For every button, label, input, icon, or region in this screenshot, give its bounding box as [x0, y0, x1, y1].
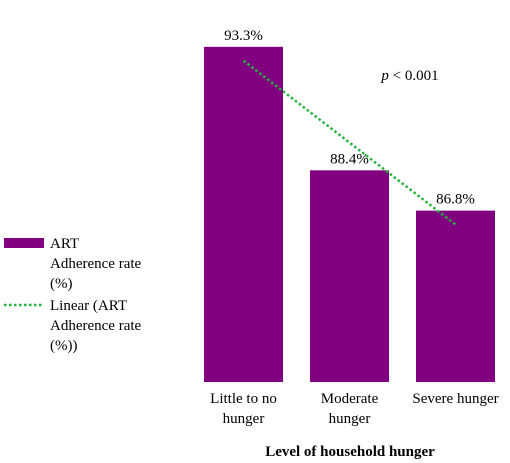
p-value-annotation: p < 0.001 — [380, 68, 438, 84]
legend-trendline-line-1: Adherence rate — [50, 318, 142, 334]
data-label-2: 86.8% — [436, 192, 475, 208]
legend: ART Adherence rate (%) Linear (ART Adherenc… — [4, 236, 142, 354]
x-tick-label-0-line-0: Little to no — [210, 391, 277, 407]
data-label-1: 88.4% — [330, 151, 369, 167]
bars-group — [204, 46, 495, 383]
x-axis-title: Level of household hunger — [265, 444, 435, 460]
x-tick-labels-group: Little to no hunger Moderate hunger Severe h… — [210, 391, 498, 427]
x-tick-label-2: Severe hunger — [412, 391, 498, 407]
legend-trendline-line-2: (%)) — [50, 338, 77, 354]
data-labels-group: 93.3% 88.4% 86.8% — [224, 28, 475, 208]
legend-label-trendline: Linear (ART Adherence rate (%)) — [50, 298, 142, 354]
legend-series-line-1: Adherence rate — [50, 256, 142, 272]
legend-series-line-0: ART — [50, 236, 79, 252]
x-tick-label-0: Little to no hunger — [210, 391, 277, 427]
legend-label-series: ART Adherence rate (%) — [50, 236, 142, 292]
data-label-0: 93.3% — [224, 28, 263, 44]
p-value-symbol: p — [380, 68, 389, 84]
x-tick-label-2-line-0: Severe hunger — [412, 391, 498, 407]
x-tick-label-1-line-0: Moderate — [321, 391, 379, 407]
bar-1 — [310, 170, 389, 382]
bar-0 — [204, 46, 283, 383]
p-value-text: < 0.001 — [389, 68, 439, 84]
x-tick-label-0-line-1: hunger — [223, 411, 265, 427]
legend-trendline-line-0: Linear (ART — [50, 298, 127, 314]
legend-series-line-2: (%) — [50, 276, 73, 292]
legend-swatch-bar — [4, 238, 44, 248]
x-tick-label-1: Moderate hunger — [321, 391, 379, 427]
bar-2 — [416, 210, 495, 382]
x-tick-label-1-line-1: hunger — [329, 411, 371, 427]
